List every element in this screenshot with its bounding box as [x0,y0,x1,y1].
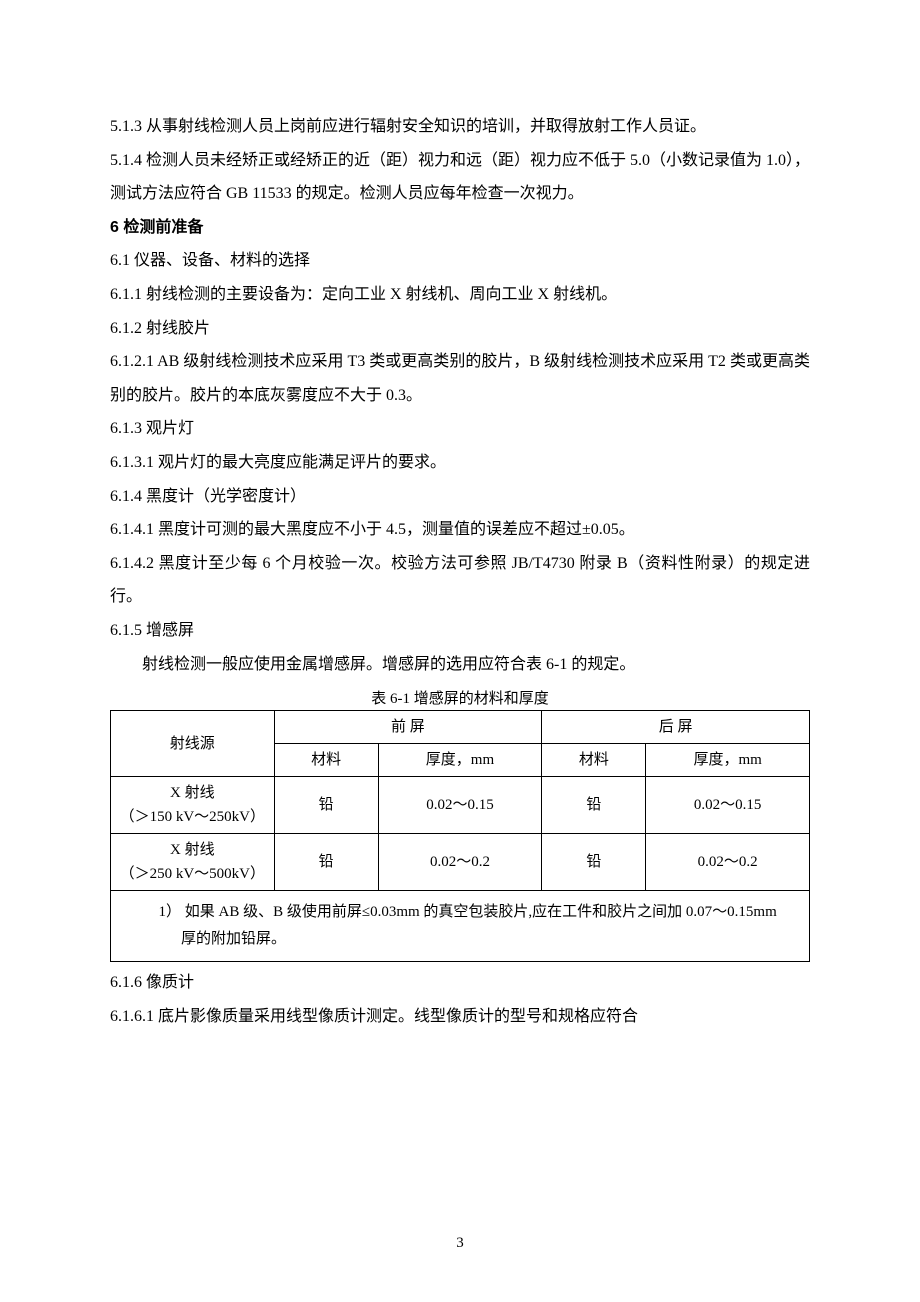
cell-front-material: 铅 [274,834,378,891]
table-row: X 射线（＞250 kV～500kV） 铅 0.02～0.2 铅 0.02～0.… [111,834,810,891]
para-6-1-4: 6.1.4 黑度计（光学密度计） [110,480,810,514]
para-6-1-1: 6.1.1 射线检测的主要设备为：定向工业 X 射线机、周向工业 X 射线机。 [110,278,810,312]
th-back-thickness: 厚度，mm [646,744,810,777]
para-6-1-6-1: 6.1.6.1 底片影像质量采用线型像质计测定。线型像质计的型号和规格应符合 [110,1000,810,1034]
para-6-1-4-1: 6.1.4.1 黑度计可测的最大黑度应不小于 4.5，测量值的误差应不超过±0.… [110,513,810,547]
para-6-1-4-2: 6.1.4.2 黑度计至少每 6 个月校验一次。校验方法可参照 JB/T4730… [110,547,810,614]
cell-front-thickness: 0.02～0.2 [378,834,542,891]
para-6-1-6: 6.1.6 像质计 [110,966,810,1000]
cell-back-material: 铅 [542,777,646,834]
para-6-1-5: 6.1.5 增感屏 [110,614,810,648]
table-6-1: 射线源 前 屏 后 屏 材料 厚度，mm 材料 厚度，mm X 射线（＞150 … [110,710,810,962]
cell-back-thickness: 0.02～0.2 [646,834,810,891]
cell-front-material: 铅 [274,777,378,834]
page-number: 3 [0,1235,920,1252]
table-caption: 表 6-1 增感屏的材料和厚度 [110,687,810,708]
table-note: 1） 如果 AB 级、B 级使用前屏≤0.03mm 的真空包装胶片,应在工件和胶… [111,891,810,962]
th-front-thickness: 厚度，mm [378,744,542,777]
table-header-row-1: 射线源 前 屏 后 屏 [111,711,810,744]
cell-source: X 射线（＞150 kV～250kV） [111,777,275,834]
para-6-1-2-1: 6.1.2.1 AB 级射线检测技术应采用 T3 类或更高类别的胶片，B 级射线… [110,345,810,412]
para-5-1-4: 5.1.4 检测人员未经矫正或经矫正的近（距）视力和远（距）视力应不低于 5.0… [110,144,810,211]
para-6-1-5-body: 射线检测一般应使用金属增感屏。增感屏的选用应符合表 6-1 的规定。 [110,648,810,682]
table-note-row: 1） 如果 AB 级、B 级使用前屏≤0.03mm 的真空包装胶片,应在工件和胶… [111,891,810,962]
heading-6: 6 检测前准备 [110,211,810,245]
document-page: 5.1.3 从事射线检测人员上岗前应进行辐射安全知识的培训，并取得放射工作人员证… [0,0,920,1302]
para-6-1-3-1: 6.1.3.1 观片灯的最大亮度应能满足评片的要求。 [110,446,810,480]
para-5-1-3: 5.1.3 从事射线检测人员上岗前应进行辐射安全知识的培训，并取得放射工作人员证… [110,110,810,144]
th-source: 射线源 [111,711,275,777]
table-row: X 射线（＞150 kV～250kV） 铅 0.02～0.15 铅 0.02～0… [111,777,810,834]
th-front-material: 材料 [274,744,378,777]
th-back: 后 屏 [542,711,810,744]
cell-back-thickness: 0.02～0.15 [646,777,810,834]
th-back-material: 材料 [542,744,646,777]
para-6-1-2: 6.1.2 射线胶片 [110,312,810,346]
cell-back-material: 铅 [542,834,646,891]
cell-front-thickness: 0.02～0.15 [378,777,542,834]
para-6-1-3: 6.1.3 观片灯 [110,412,810,446]
cell-source: X 射线（＞250 kV～500kV） [111,834,275,891]
para-6-1: 6.1 仪器、设备、材料的选择 [110,244,810,278]
th-front: 前 屏 [274,711,542,744]
